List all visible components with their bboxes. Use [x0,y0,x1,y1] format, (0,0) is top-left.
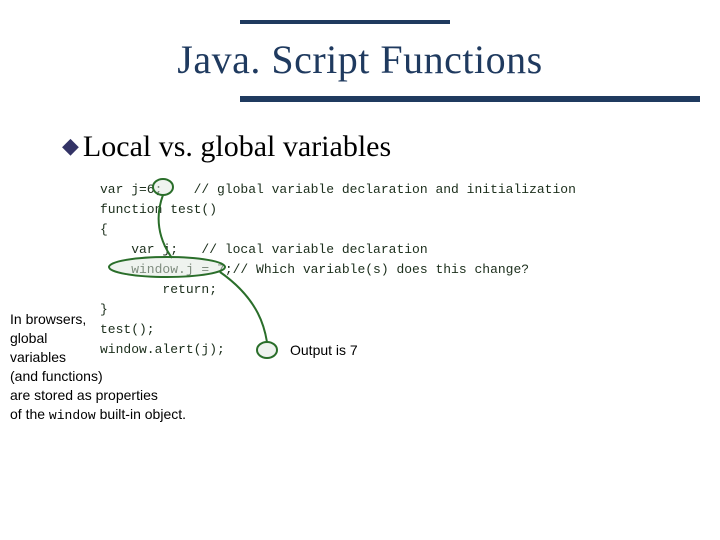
annot-left-l2: global [10,330,47,346]
annot-left-l6c: built-in object. [96,406,186,422]
code-line-4: var j; // local variable declaration [100,242,428,257]
code-line-2: function test() [100,202,217,217]
code-line-6: return; [100,282,217,297]
code-line-3: { [100,222,108,237]
annotation-output: Output is 7 [290,342,358,358]
annot-left-l3: variables [10,349,66,365]
page-title: Java. Script Functions [0,36,720,83]
code-line-1: var j=6; // global variable declaration … [100,182,576,197]
bullet-diamond-icon: ◆ [62,133,79,158]
annot-left-l6b: window [49,408,96,423]
title-rule-bottom [240,96,700,102]
annot-left-l5: are stored as properties [10,387,158,403]
annot-left-l1: In browsers, [10,311,86,327]
annot-left-l6a: of the [10,406,49,422]
code-line-5: window.j = 7;// Which variable(s) does t… [100,262,529,277]
title-rule-top [240,20,450,24]
bullet-heading: ◆Local vs. global variables [62,130,391,164]
bullet-text: Local vs. global variables [83,130,391,163]
annot-left-l4: (and functions) [10,368,103,384]
annotation-left: In browsers, global variables (and funct… [10,310,230,425]
